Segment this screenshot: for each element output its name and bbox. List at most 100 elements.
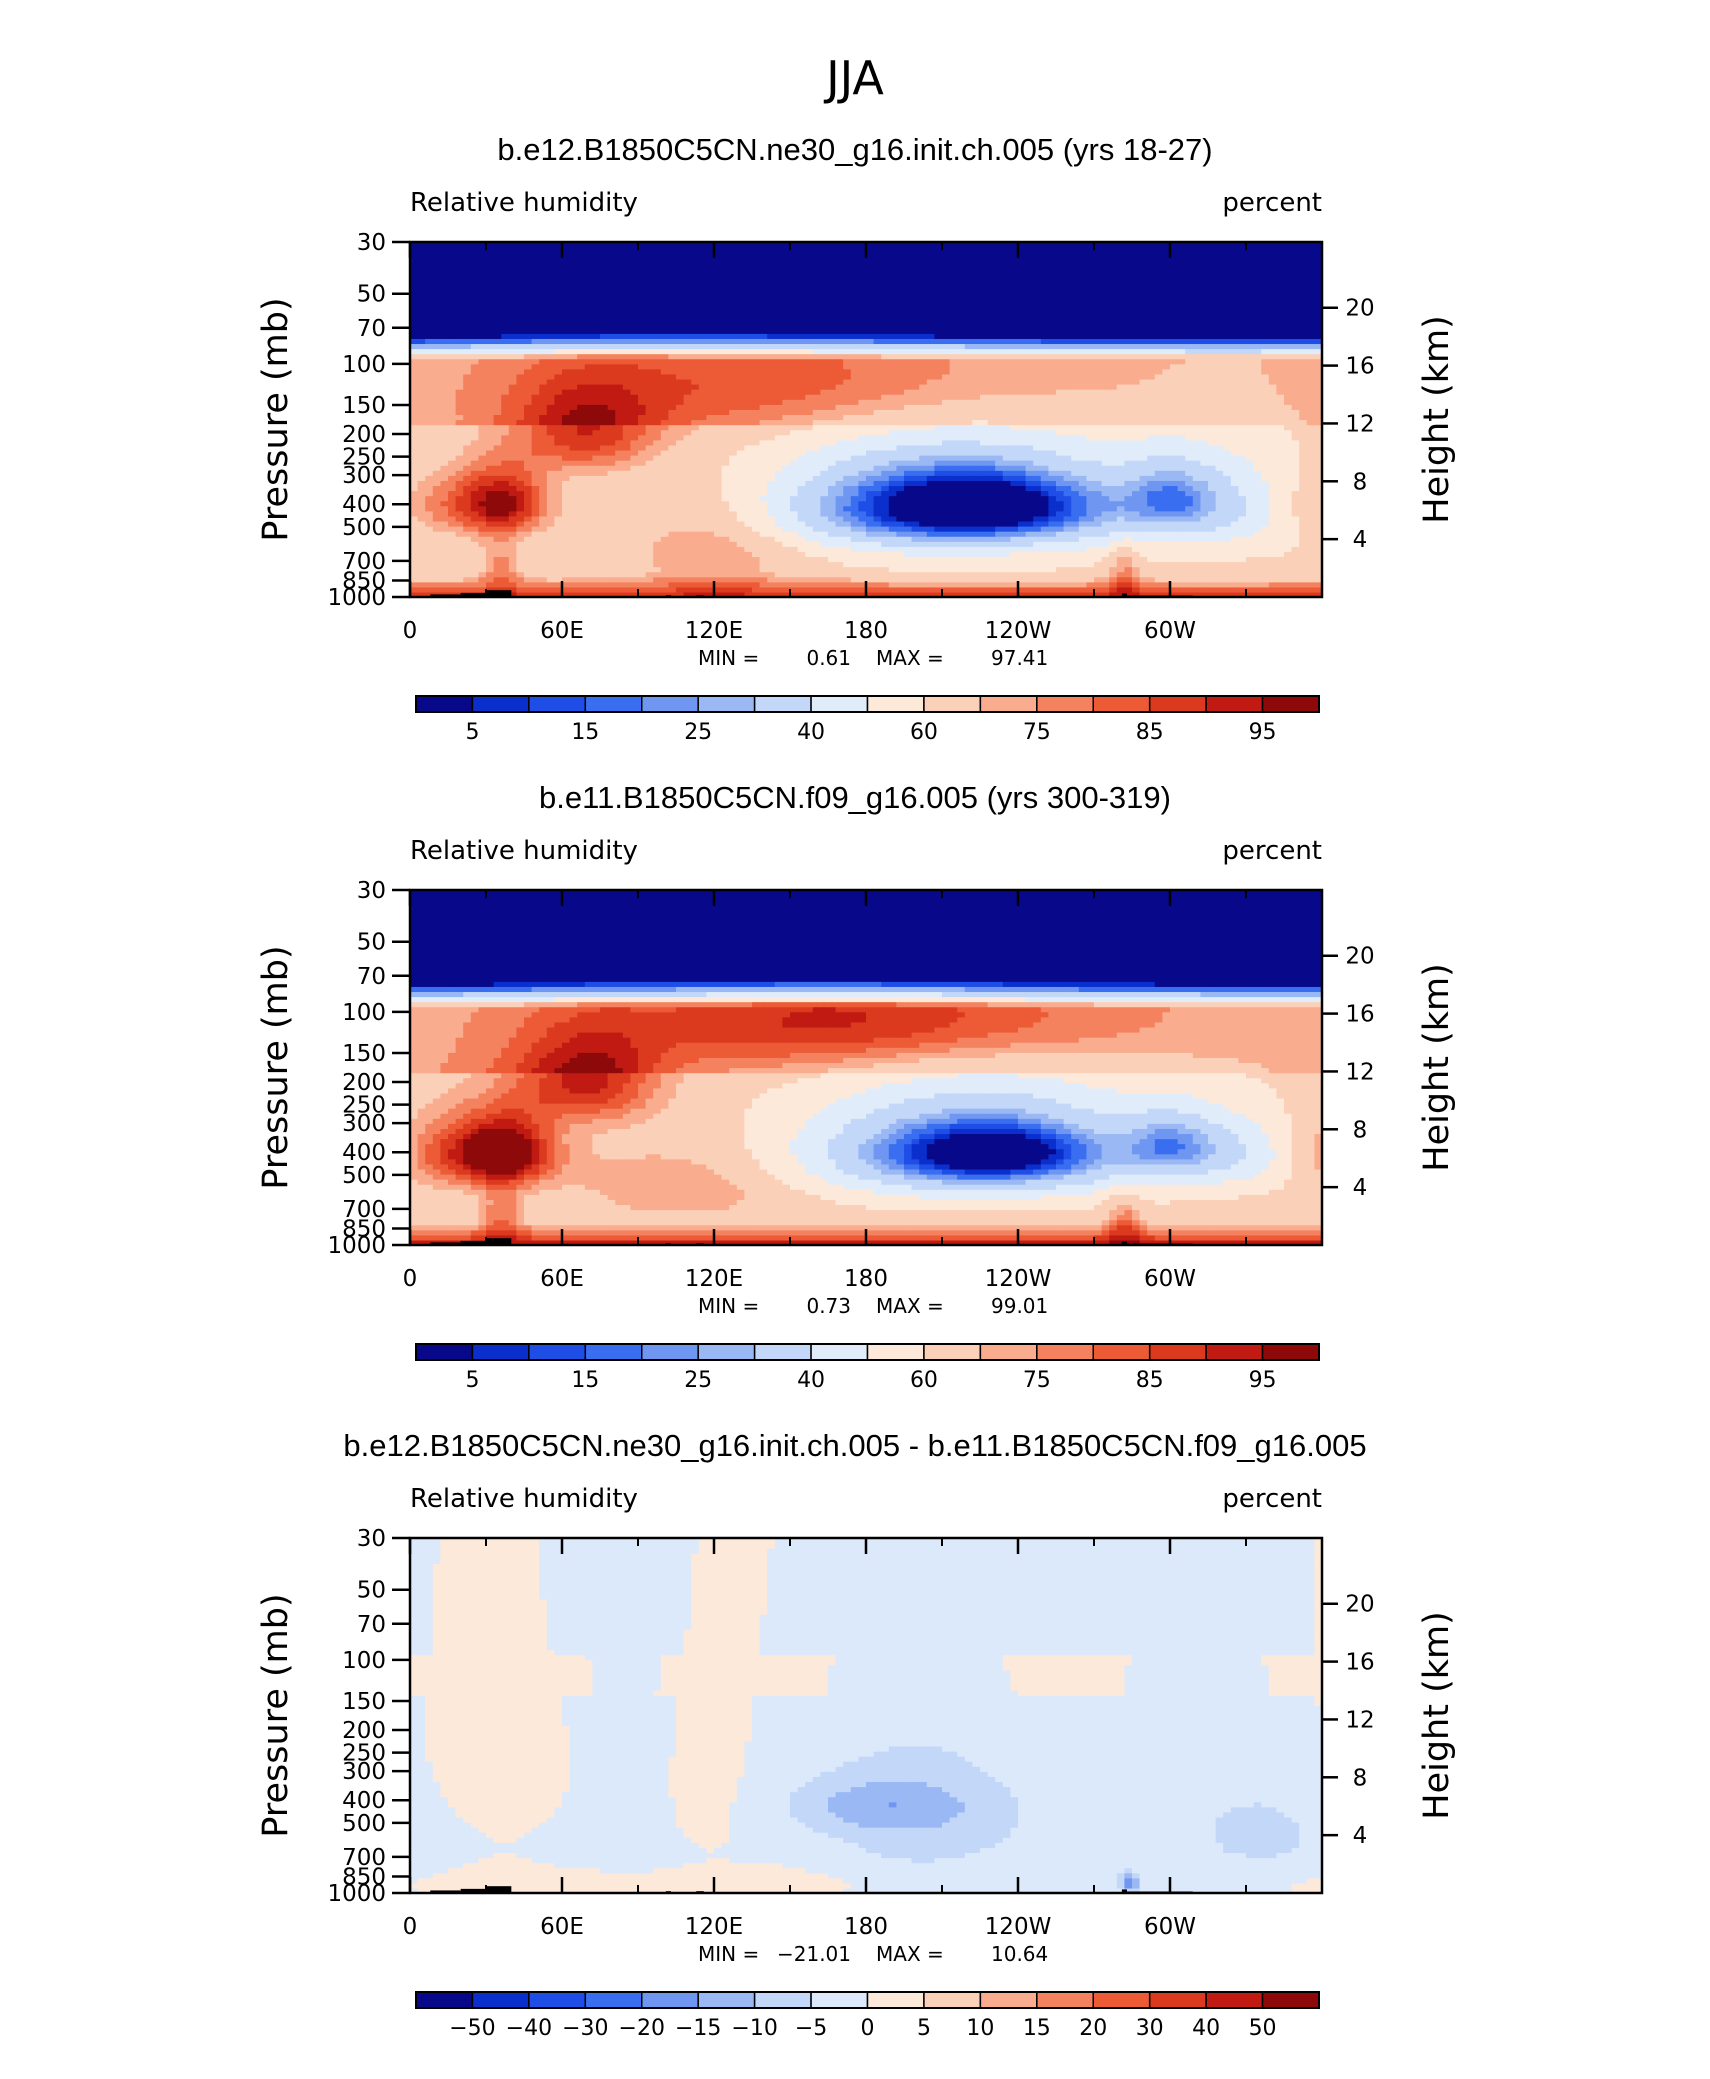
panel-title: b.e12.B1850C5CN.ne30_g16.init.ch.005 - b… (343, 1428, 1366, 1463)
colorbar-label: −30 (562, 2016, 608, 2041)
height-tick-label: 4 (1353, 1175, 1368, 1201)
colorbar-box (811, 1344, 867, 1360)
colorbar-label: −40 (506, 2016, 552, 2041)
height-tick-label: 20 (1345, 944, 1374, 970)
y-tick-label: 250 (342, 1093, 386, 1119)
x-tick-label: 0 (403, 618, 418, 644)
y-tick-label: 50 (357, 1578, 386, 1604)
colorbar-label: 60 (910, 1368, 938, 1393)
colorbar-label: 5 (465, 1368, 479, 1393)
max-label: MAX = (876, 1942, 944, 1966)
y-tick-label: 150 (342, 1041, 386, 1067)
y-tick-label: 100 (342, 1000, 386, 1026)
colorbar-box (529, 1344, 585, 1360)
colorbar-label: 25 (684, 1368, 712, 1393)
y-tick-label: 400 (342, 1140, 386, 1166)
colorbar-box (1206, 696, 1262, 712)
colorbar-label: 95 (1249, 1368, 1277, 1393)
colorbar-box (755, 1344, 811, 1360)
y-tick-label: 200 (342, 422, 386, 448)
colorbar-box (924, 1992, 980, 2008)
height-tick-label: 4 (1353, 1823, 1368, 1849)
colorbar-box (980, 696, 1036, 712)
colorbar-label: 30 (1136, 2016, 1164, 2041)
colorbar-box (416, 1344, 472, 1360)
height-tick-label: 16 (1345, 1002, 1374, 1028)
colorbar-box (811, 696, 867, 712)
y-axis-label: Pressure (mb) (256, 1593, 296, 1837)
height-tick-label: 20 (1345, 296, 1374, 322)
x-tick-label: 60W (1144, 618, 1196, 644)
colorbar-box (924, 696, 980, 712)
colorbar-label: 0 (861, 2016, 875, 2041)
colorbar-box (755, 696, 811, 712)
y-tick-label: 700 (342, 549, 386, 575)
colorbar-box (980, 1344, 1036, 1360)
colorbar-box (1206, 1344, 1262, 1360)
y-axis-label-right: Height (km) (1417, 1611, 1457, 1820)
colorbar-label: 50 (1249, 2016, 1277, 2041)
contour-field (410, 242, 1323, 598)
colorbar-box (1093, 696, 1149, 712)
y-tick-label: 500 (342, 1811, 386, 1837)
colorbar-label: 40 (797, 720, 825, 745)
colorbar-box (1037, 1344, 1093, 1360)
contour-field (410, 1538, 1323, 1894)
y-axis-label-right: Height (km) (1417, 963, 1457, 1172)
colorbar-box (1037, 696, 1093, 712)
colorbar-box (416, 696, 472, 712)
colorbar-box (1093, 1992, 1149, 2008)
colorbar-label: 85 (1136, 1368, 1164, 1393)
y-tick-label: 50 (357, 282, 386, 308)
colorbar-box (1206, 1992, 1262, 2008)
y-axis-label: Pressure (mb) (256, 945, 296, 1189)
height-tick-label: 8 (1353, 1117, 1368, 1143)
height-tick-label: 12 (1345, 1059, 1374, 1085)
height-tick-label: 16 (1345, 354, 1374, 380)
min-value: −21.01 (777, 1942, 851, 1966)
y-tick-label: 200 (342, 1070, 386, 1096)
colorbar-box (868, 1344, 924, 1360)
colorbar-box (1263, 696, 1319, 712)
y-tick-label: 700 (342, 1197, 386, 1223)
colorbar-label: 75 (1023, 1368, 1051, 1393)
colorbar-label: 20 (1079, 2016, 1107, 2041)
max-label: MAX = (876, 1294, 944, 1318)
height-tick-label: 12 (1345, 411, 1374, 437)
y-tick-label: 30 (357, 230, 386, 256)
colorbar-label: −20 (619, 2016, 665, 2041)
colorbar-label: 25 (684, 720, 712, 745)
y-tick-label: 70 (357, 316, 386, 342)
y-axis-label-right: Height (km) (1417, 315, 1457, 524)
max-value: 97.41 (991, 646, 1048, 670)
contour-field (410, 890, 1323, 1246)
colorbar-box (585, 1344, 641, 1360)
colorbar-box (1263, 1992, 1319, 2008)
y-tick-label: 70 (357, 964, 386, 990)
colorbar-box (416, 1992, 472, 2008)
height-tick-label: 8 (1353, 469, 1368, 495)
x-tick-label: 60E (540, 618, 584, 644)
x-tick-label: 120W (985, 1266, 1052, 1292)
y-tick-label: 100 (342, 352, 386, 378)
panel-3: b.e12.B1850C5CN.ne30_g16.init.ch.005 - b… (256, 1428, 1457, 2041)
x-tick-label: 120W (985, 1914, 1052, 1940)
y-tick-label: 30 (357, 878, 386, 904)
left-string: Relative humidity (410, 836, 638, 866)
max-label: MAX = (876, 646, 944, 670)
y-tick-label: 400 (342, 1788, 386, 1814)
y-tick-label: 250 (342, 445, 386, 471)
min-label: MIN = (698, 646, 759, 670)
x-tick-label: 60E (540, 1914, 584, 1940)
min-value: 0.61 (806, 646, 851, 670)
colorbar-box (529, 696, 585, 712)
height-tick-label: 4 (1353, 527, 1368, 553)
x-tick-label: 60E (540, 1266, 584, 1292)
colorbar-box (1263, 1344, 1319, 1360)
panel-title: b.e12.B1850C5CN.ne30_g16.init.ch.005 (yr… (497, 132, 1212, 167)
left-string: Relative humidity (410, 1484, 638, 1514)
colorbar-box (1093, 1344, 1149, 1360)
height-tick-label: 20 (1345, 1592, 1374, 1618)
y-tick-label: 200 (342, 1718, 386, 1744)
